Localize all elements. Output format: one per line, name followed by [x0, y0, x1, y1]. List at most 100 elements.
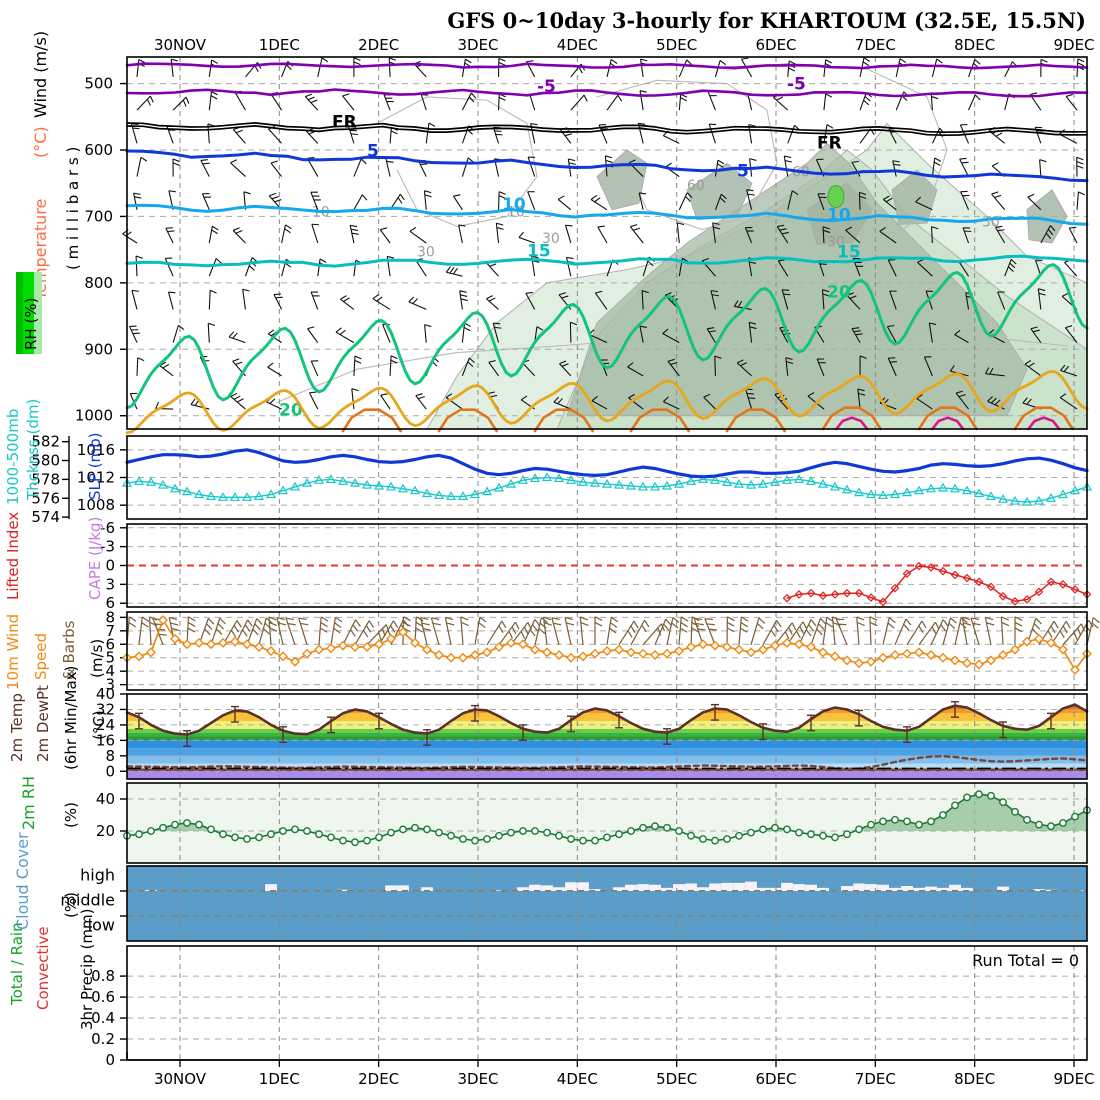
wind-barb-flag	[202, 162, 210, 165]
wind-speed-marker	[446, 652, 456, 663]
rh-2m-marker	[663, 823, 671, 832]
wind-barb-10m-flag	[247, 619, 253, 627]
wind-barb	[170, 59, 174, 77]
wind-barb-flag	[498, 57, 506, 62]
thickness-marker	[1033, 495, 1045, 505]
rh-2m-marker	[483, 835, 491, 843]
temp-tick-label: 0	[105, 762, 115, 780]
wind-barb	[495, 223, 500, 244]
panel-frame	[126, 611, 1088, 691]
thickness-marker	[433, 490, 445, 500]
wind-barb-10m-flag	[903, 623, 910, 631]
pressure-tick-label: 900	[84, 340, 113, 358]
wind-barb-10m-flag	[1050, 625, 1056, 634]
wind-speed-marker	[302, 648, 312, 659]
wind-barb-flag	[566, 256, 574, 260]
rh-2m-marker	[399, 825, 407, 834]
lifted-index-marker	[986, 582, 996, 592]
wind-barb	[887, 259, 897, 277]
wind-barb	[423, 190, 427, 210]
wind-barb-flag	[640, 58, 648, 62]
thickness-marker	[469, 489, 481, 499]
wind-barb-flag	[496, 222, 504, 226]
wind-barb-10m	[704, 618, 716, 646]
wind-speed-marker	[314, 644, 324, 655]
wind-barb-10m-flag	[610, 622, 618, 628]
wind-barb-10m	[762, 619, 777, 646]
wind-barb	[268, 128, 283, 144]
wind-barb-flag	[597, 225, 605, 228]
wind-barb	[136, 157, 142, 177]
wind-speed-marker	[170, 633, 180, 644]
wind-barb-flag	[995, 225, 1003, 228]
thickness-marker	[757, 478, 769, 488]
wind-barb-10m-flag	[818, 623, 825, 630]
temp-tick-label: 32	[96, 700, 115, 718]
wind-barb	[133, 193, 138, 210]
wind-barb	[492, 127, 500, 144]
wind-barb-flag	[710, 290, 719, 293]
wind-barb	[232, 230, 246, 244]
wind-speed-marker	[566, 652, 576, 663]
wind-barb-flag	[863, 57, 871, 62]
wind-barb-flag	[997, 229, 1005, 232]
cloud-bar-high	[673, 884, 685, 891]
wind-barb-flag	[1076, 165, 1084, 169]
wind-barb	[200, 160, 210, 177]
wind-barb-flag	[748, 397, 756, 399]
thickness-marker	[589, 477, 601, 487]
wind-barb-10m-flag	[566, 622, 575, 626]
wind-barb-10m	[642, 623, 662, 646]
lifted-index-marker	[782, 593, 792, 603]
wind-barb-flag	[138, 59, 146, 64]
wind-barb-10m-flag	[333, 627, 341, 634]
wind-barb-flag	[464, 322, 471, 327]
wind-barb	[915, 201, 933, 211]
wind-barb	[525, 293, 536, 310]
rh-2m-marker	[411, 823, 419, 832]
label-cloud-cover: Cloud Cover	[13, 832, 32, 930]
thickness-marker	[553, 473, 565, 483]
wind-barb	[1037, 288, 1042, 310]
wind-barb	[1060, 369, 1078, 377]
thickness-marker	[373, 480, 385, 490]
wind-speed-marker	[890, 650, 900, 661]
wind-barb-flag	[397, 197, 403, 204]
wind-barb-10m-flag	[422, 627, 432, 631]
wind-barb-10m-flag	[773, 624, 779, 633]
wind-barb-flag	[746, 392, 754, 395]
pressure-tick-label: 1000	[75, 407, 113, 425]
wind-barb-10m-flag	[215, 628, 223, 635]
wind-barb-flag	[1040, 58, 1048, 63]
label-rh-percent: RH (%)	[22, 298, 40, 350]
wind-barb-10m-flag	[633, 620, 639, 629]
rh-2m-marker	[783, 825, 791, 834]
wind-barb	[497, 191, 500, 210]
wind-barb-flag	[310, 99, 318, 104]
wind-barb-flag	[1077, 58, 1085, 63]
wind-barb-10m-flag	[187, 627, 196, 633]
temp-band	[127, 740, 1087, 749]
date-label-bottom: 5DEC	[656, 1070, 697, 1088]
wind-barb-flag	[399, 193, 405, 201]
wind-barb	[931, 157, 936, 177]
cloud-bar-high	[697, 887, 709, 891]
wind-barb-10m	[738, 616, 742, 645]
wind-barb	[527, 156, 536, 177]
rh-2m-marker	[927, 817, 935, 826]
wind-barb-flag	[1065, 93, 1073, 97]
wind-barb-flag	[1047, 229, 1054, 236]
thickness-marker	[529, 473, 541, 483]
wind-barb-flag	[275, 296, 283, 299]
wind-speed-marker	[602, 646, 612, 656]
wind-barb-10m-flag	[319, 627, 328, 633]
label-2m-rh: 2m RH	[19, 776, 38, 830]
wind-barb-10m-flag	[580, 621, 589, 627]
wind-barb-flag	[460, 298, 468, 302]
wind-barb-flag	[208, 322, 216, 326]
li-tick-label: -6	[100, 519, 115, 537]
wind-barb-flag	[372, 294, 379, 300]
wind-barb-flag	[1065, 325, 1073, 329]
wind-speed-marker	[158, 615, 168, 626]
